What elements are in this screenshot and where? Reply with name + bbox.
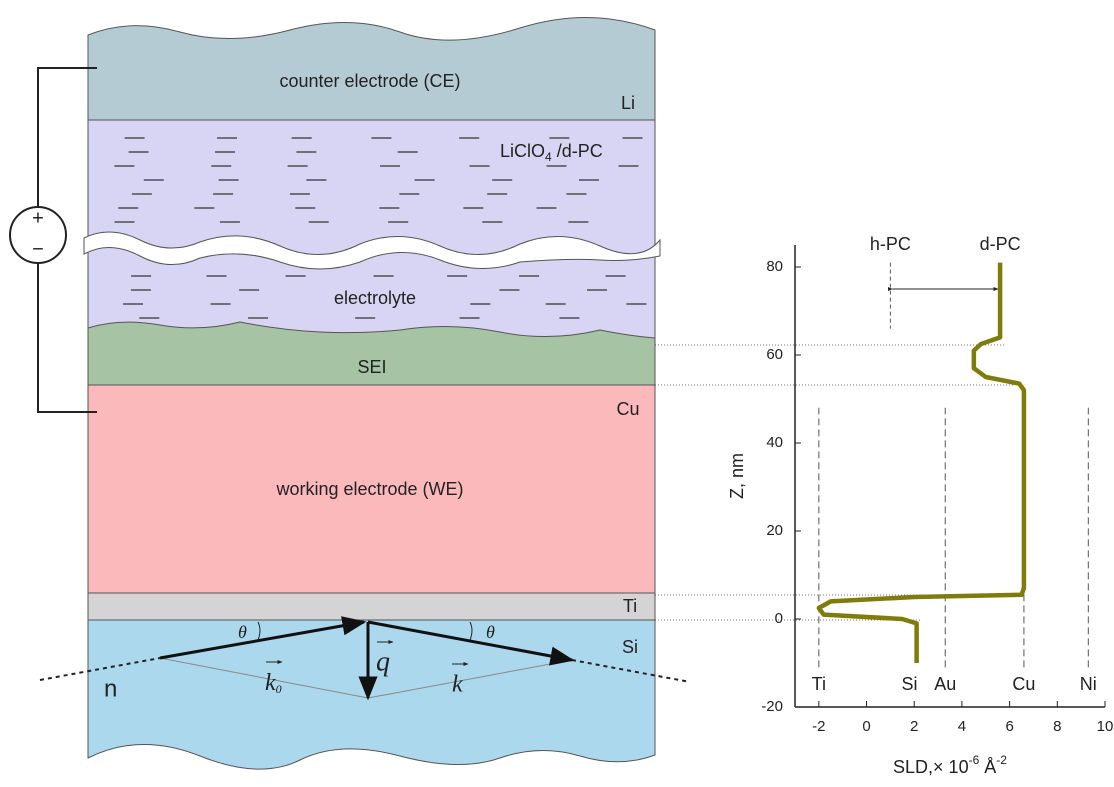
formula-rest: /d-PC [552, 141, 603, 161]
xlabel-sup2: -2 [996, 753, 1007, 767]
we-label: working electrode (WE) [275, 479, 463, 499]
x-tick-label: 6 [1005, 718, 1013, 735]
n-label: n [104, 675, 117, 702]
formula-main: LiClO [500, 141, 545, 161]
si-label: Si [622, 637, 638, 657]
x-tick-label: 0 [862, 718, 870, 735]
k-label: k [452, 672, 463, 698]
figure: + − counter electrode (CE) Li LiClO4 /d-… [0, 0, 1114, 782]
x-tick-label: 2 [910, 718, 918, 735]
xlabel-mid: Å [979, 757, 996, 777]
xlabel-sup1: -6 [969, 753, 980, 767]
y-tick-label: -20 [761, 698, 783, 715]
ce-label: counter electrode (CE) [279, 71, 460, 91]
li-label: Li [621, 93, 635, 113]
solvent-label: d-PC [980, 234, 1021, 254]
electrolyte-label: electrolyte [334, 288, 416, 308]
xlabel-main: SLD,× 10 [893, 757, 969, 777]
y-tick-label: 20 [766, 522, 783, 539]
material-label: Si [901, 674, 917, 694]
y-tick-label: 40 [766, 434, 783, 451]
q-label: q [376, 646, 390, 677]
ti-label: Ti [623, 596, 637, 616]
electrolyte-formula: LiClO4 /d-PC [500, 141, 603, 164]
y-tick-label: 60 [766, 346, 783, 363]
y-axis-label: Z, nm [727, 453, 747, 499]
sld-profile [819, 263, 1024, 663]
ti-layer [88, 593, 655, 620]
connector-lines [655, 345, 1020, 620]
y-tick-label: 80 [766, 258, 783, 275]
theta-right: θ [486, 622, 495, 642]
x-tick-label: -2 [812, 718, 825, 735]
y-tick-label: 0 [775, 610, 783, 627]
x-tick-label: 10 [1097, 718, 1114, 735]
material-label: Cu [1012, 674, 1035, 694]
x-tick-label: 4 [958, 718, 966, 735]
theta-left: θ [238, 622, 247, 642]
material-label: Au [934, 674, 956, 694]
counter-electrode-layer [88, 17, 655, 120]
x-tick-label: 8 [1053, 718, 1061, 735]
x-axis-label: SLD,× 10-6 Å-2 [893, 753, 1007, 777]
material-label: Ti [812, 674, 826, 694]
si-layer [88, 620, 655, 769]
minus-sign: − [32, 238, 44, 260]
solvent-label: h-PC [870, 234, 911, 254]
plus-sign: + [32, 207, 44, 229]
k0-main: k [265, 670, 276, 696]
k0-sub: 0 [276, 682, 282, 696]
cu-label: Cu [616, 399, 639, 419]
material-label: Ni [1080, 674, 1097, 694]
sei-label: SEI [357, 357, 386, 377]
